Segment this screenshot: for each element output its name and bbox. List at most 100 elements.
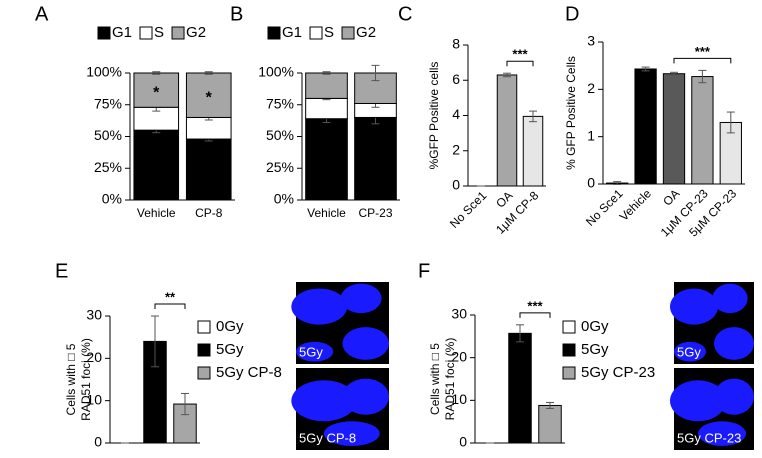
- nucleus: [670, 288, 718, 325]
- error-bar: [698, 69, 707, 84]
- bar-segment: [305, 72, 348, 99]
- panel-letter: B: [230, 3, 243, 25]
- annotation: *: [206, 164, 213, 181]
- nucleus: [670, 380, 726, 422]
- y-axis-label: % GFP Positive Cells: [564, 56, 578, 170]
- annotation: *: [153, 159, 160, 176]
- x-tick-label: Vehicle: [137, 206, 176, 220]
- nucleus: [340, 283, 382, 314]
- bar: [691, 76, 714, 185]
- y-tick-label: 0: [459, 434, 467, 450]
- legend-swatch: [197, 320, 211, 334]
- x-tick-label: Vehicle: [617, 186, 654, 223]
- micrograph: 5Gy: [291, 282, 389, 364]
- y-tick-label: 8: [452, 36, 460, 52]
- y-axis-label: RAD51 foci (%): [443, 338, 457, 421]
- y-tick-label: 50%: [94, 127, 122, 143]
- legend-swatch: [267, 26, 281, 40]
- y-tick-label: 0: [587, 175, 595, 191]
- x-tick-label: No Sce1: [583, 186, 626, 229]
- significance-bracket: [506, 60, 534, 67]
- legend-swatch: [171, 26, 185, 40]
- bar: [496, 74, 518, 187]
- error-bar: [726, 111, 735, 134]
- panel-letter: E: [55, 260, 68, 282]
- error-bar: [670, 71, 678, 76]
- y-tick-label: 20: [451, 348, 467, 364]
- nucleus: [712, 283, 748, 314]
- y-axis-label: Cells with □ 5: [64, 343, 78, 415]
- bar-segment: [185, 138, 232, 201]
- legend-label: G2: [356, 24, 376, 41]
- error-bar: [322, 71, 331, 75]
- legend-swatch: [562, 320, 576, 334]
- legend-label: 0Gy: [581, 318, 609, 335]
- nucleus: [714, 327, 754, 360]
- micrograph: 5Gy CP-8: [291, 368, 389, 450]
- nucleus: [291, 380, 357, 422]
- y-tick-label: 0%: [274, 191, 294, 207]
- legend-swatch: [341, 26, 355, 40]
- legend-swatch: [309, 26, 323, 40]
- legend-label: G1: [282, 24, 302, 41]
- legend-label: S: [154, 24, 164, 41]
- significance-bracket: [673, 57, 732, 64]
- y-tick-label: 100%: [86, 64, 122, 80]
- legend-label: 5Gy CP-8: [216, 364, 282, 381]
- micrograph: 5Gy CP-23: [670, 368, 754, 450]
- y-tick-label: 100%: [258, 64, 294, 80]
- x-tick-label: Vehicle: [307, 206, 346, 220]
- y-tick-label: 2: [587, 80, 595, 96]
- error-bar: [529, 110, 537, 123]
- micrograph-label: 5Gy: [677, 344, 701, 359]
- legend-swatch: [562, 366, 576, 380]
- significance-label: ***: [527, 298, 543, 313]
- legend-swatch: [197, 366, 211, 380]
- legend-label: 5Gy: [581, 341, 609, 358]
- y-tick-label: 75%: [94, 95, 122, 111]
- error-bar: [516, 324, 524, 343]
- y-tick-label: 0%: [102, 191, 122, 207]
- micrograph-label: 5Gy CP-8: [299, 430, 356, 445]
- annotation: *: [153, 84, 160, 101]
- error-bar: [503, 72, 511, 78]
- x-tick-label: No Sce1: [447, 188, 490, 231]
- y-tick-label: 75%: [266, 95, 294, 111]
- bar-segment: [185, 72, 232, 118]
- nucleus: [296, 341, 334, 362]
- y-tick-label: 25%: [266, 159, 294, 175]
- bar: [634, 68, 657, 185]
- significance-label: ***: [695, 44, 711, 59]
- nucleus: [342, 378, 389, 415]
- micrograph-label: 5Gy: [299, 344, 323, 359]
- annotation: *: [206, 89, 213, 106]
- legend-label: S: [324, 24, 334, 41]
- nucleus: [714, 378, 754, 415]
- y-tick-label: 6: [452, 71, 460, 87]
- y-tick-label: 0: [452, 177, 460, 193]
- error-bar: [181, 392, 189, 416]
- bar: [538, 404, 562, 444]
- x-tick-label: CP-23: [358, 206, 392, 220]
- x-tick-label: OA: [660, 186, 682, 208]
- nucleus: [698, 421, 746, 446]
- bar: [662, 73, 686, 185]
- x-tick-label: CP-8: [195, 206, 223, 220]
- y-tick-label: 30: [451, 306, 467, 322]
- panel-letter: D: [565, 3, 579, 25]
- nucleus: [674, 341, 706, 362]
- legend-swatch: [562, 343, 576, 357]
- bar-segment: [305, 118, 348, 201]
- nucleus: [291, 288, 348, 325]
- nucleus: [323, 421, 380, 446]
- error-bar: [152, 71, 161, 75]
- significance-label: **: [165, 289, 176, 304]
- micrograph: 5Gy: [670, 282, 754, 364]
- error-bar: [613, 181, 622, 185]
- legend-swatch: [97, 26, 111, 40]
- y-tick-label: 30: [86, 307, 102, 323]
- micrograph-label: 5Gy CP-23: [677, 430, 741, 445]
- y-tick-label: 25%: [94, 159, 122, 175]
- y-tick-label: 2: [452, 141, 460, 157]
